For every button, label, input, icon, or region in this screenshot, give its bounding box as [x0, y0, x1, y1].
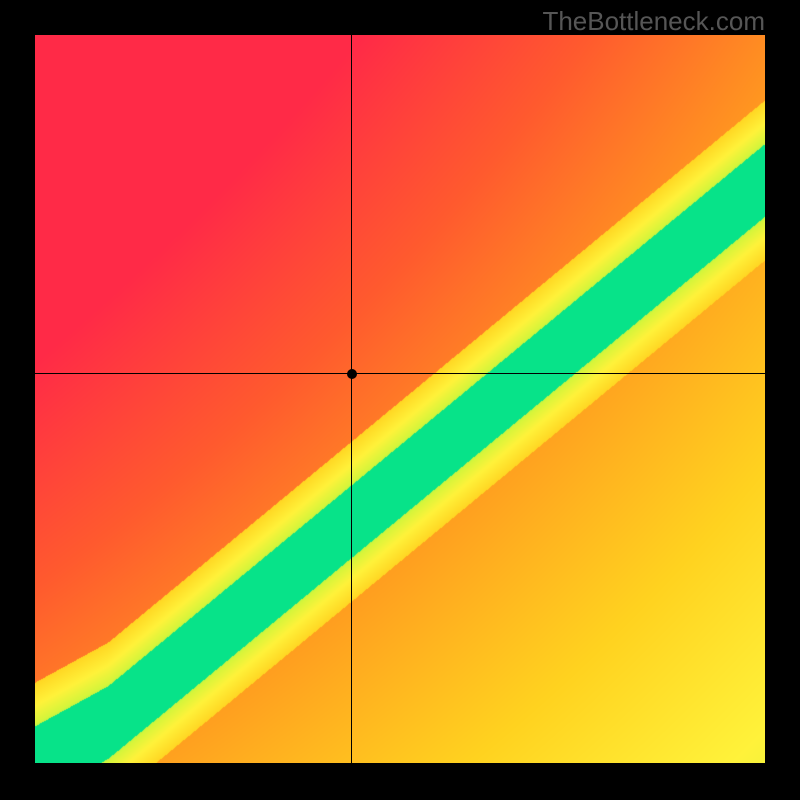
watermark-text: TheBottleneck.com — [542, 6, 765, 37]
crosshair-vertical — [351, 35, 352, 763]
crosshair-dot — [347, 369, 357, 379]
crosshair-horizontal — [35, 373, 765, 374]
bottleneck-heatmap — [35, 35, 765, 763]
